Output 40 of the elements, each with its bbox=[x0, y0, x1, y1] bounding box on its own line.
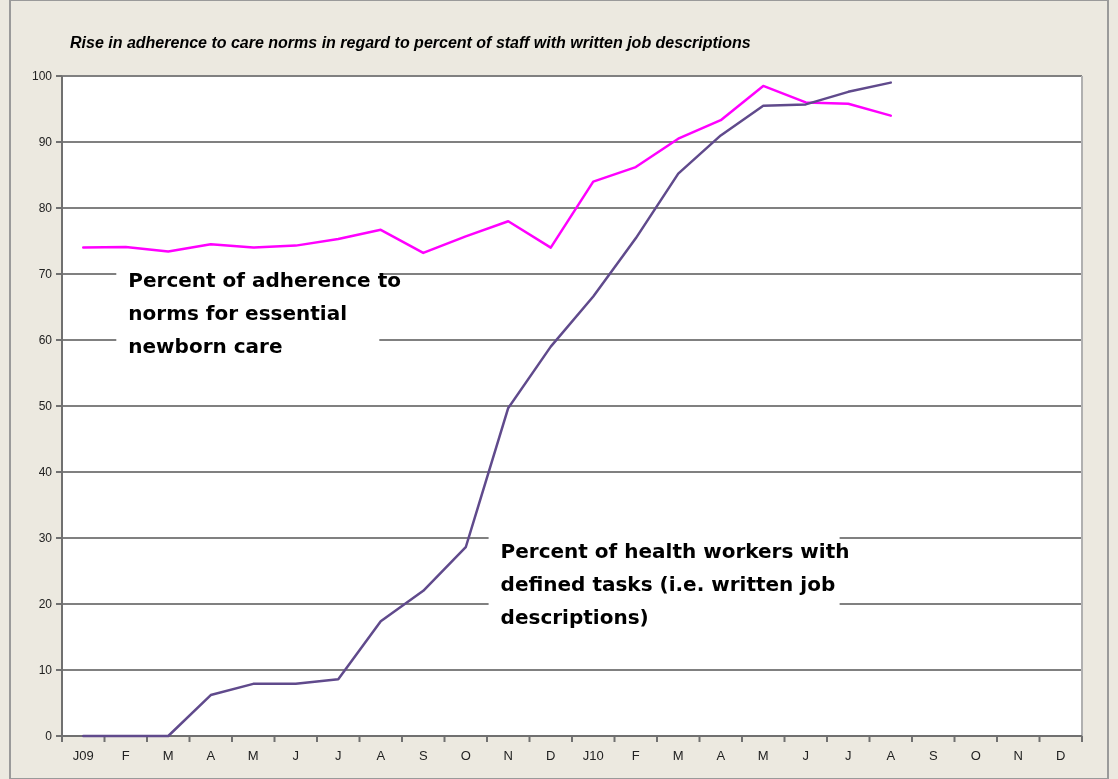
y-tick-label: 80 bbox=[38, 201, 53, 216]
y-tick-label: 70 bbox=[38, 267, 53, 282]
series-label: Percent of adherence to norms for essential newborn care bbox=[128, 268, 401, 359]
y-tick-label: 0 bbox=[45, 729, 53, 744]
x-tick-label: N bbox=[503, 748, 513, 763]
y-tick-label: 40 bbox=[38, 465, 53, 480]
y-tick-label: 30 bbox=[38, 531, 53, 546]
y-tick-label: 100 bbox=[31, 69, 53, 84]
x-tick-label: J09 bbox=[72, 748, 94, 763]
x-tick-label: J10 bbox=[582, 748, 604, 763]
series-label: Percent of health workers with defined tasks (i.e. written job descriptions) bbox=[500, 538, 850, 629]
x-tick-label: A bbox=[206, 748, 216, 763]
x-tick-label: M bbox=[162, 748, 174, 763]
line-series bbox=[82, 84, 892, 255]
y-tick-label: 60 bbox=[38, 333, 53, 348]
x-tick-label: F bbox=[121, 748, 130, 763]
line-series bbox=[82, 81, 892, 738]
x-tick-label: M bbox=[247, 748, 259, 763]
x-tick-label: A bbox=[716, 748, 726, 763]
y-tick-label: 10 bbox=[38, 663, 53, 678]
x-tick-label: J bbox=[292, 748, 299, 763]
x-tick-label: D bbox=[1056, 748, 1066, 763]
x-tick-label: M bbox=[757, 748, 769, 763]
x-tick-label: J bbox=[845, 748, 852, 763]
x-tick-label: S bbox=[928, 748, 938, 763]
x-tick-label: M bbox=[672, 748, 684, 763]
y-tick-label: 90 bbox=[38, 135, 53, 150]
x-tick-label: F bbox=[631, 748, 640, 763]
x-tick-label: J bbox=[802, 748, 809, 763]
x-tick-label: O bbox=[460, 748, 471, 763]
x-tick-label: A bbox=[376, 748, 386, 763]
x-tick-label: D bbox=[546, 748, 556, 763]
y-tick-label: 20 bbox=[38, 597, 53, 612]
x-tick-label: O bbox=[970, 748, 981, 763]
y-tick-label: 50 bbox=[38, 399, 53, 414]
x-tick-label: N bbox=[1013, 748, 1023, 763]
x-tick-label: A bbox=[886, 748, 896, 763]
chart-title: Rise in adherence to care norms in regard to percent of staff with written job descriptions bbox=[70, 34, 751, 51]
x-tick-label: J bbox=[335, 748, 342, 763]
x-tick-label: S bbox=[418, 748, 428, 763]
